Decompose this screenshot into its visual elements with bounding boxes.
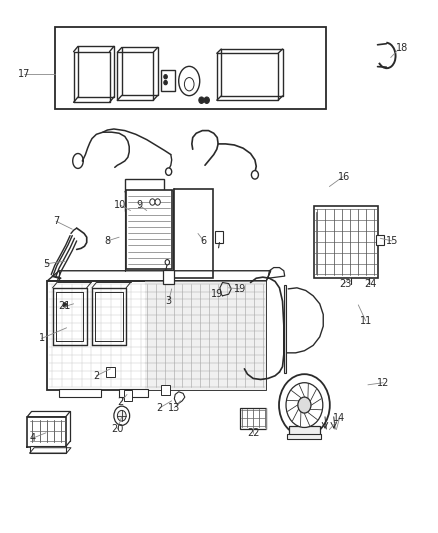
Bar xyxy=(240,408,266,429)
Text: 16: 16 xyxy=(338,172,350,182)
Bar xyxy=(126,190,172,269)
Bar xyxy=(174,189,213,278)
Bar xyxy=(145,281,266,390)
Circle shape xyxy=(166,168,172,175)
Circle shape xyxy=(279,374,330,436)
Circle shape xyxy=(199,97,204,103)
Text: 9: 9 xyxy=(136,200,142,210)
Text: 18: 18 xyxy=(396,43,408,53)
Text: 2: 2 xyxy=(157,403,163,413)
Circle shape xyxy=(155,199,160,205)
Text: 11: 11 xyxy=(360,316,372,326)
Bar xyxy=(47,281,266,390)
Circle shape xyxy=(286,383,323,427)
Bar xyxy=(289,426,320,437)
Text: 19: 19 xyxy=(211,289,223,299)
Circle shape xyxy=(117,410,126,421)
Bar xyxy=(161,70,175,91)
Text: 5: 5 xyxy=(43,259,49,269)
Text: 6: 6 xyxy=(201,236,207,246)
Text: 13: 13 xyxy=(168,403,180,413)
Text: 12: 12 xyxy=(377,378,389,387)
Text: 3: 3 xyxy=(166,296,172,306)
Ellipse shape xyxy=(184,77,194,91)
Text: 24: 24 xyxy=(364,279,376,288)
Circle shape xyxy=(63,303,67,307)
Text: 4: 4 xyxy=(30,433,36,443)
Text: 19: 19 xyxy=(234,284,246,294)
Text: 20: 20 xyxy=(111,424,124,434)
Bar xyxy=(125,179,164,211)
Bar xyxy=(215,231,223,243)
Ellipse shape xyxy=(179,66,200,96)
Text: 7: 7 xyxy=(53,216,59,226)
Bar xyxy=(161,385,170,395)
Circle shape xyxy=(251,171,258,179)
Text: 23: 23 xyxy=(339,279,351,288)
Bar xyxy=(106,367,115,377)
Bar xyxy=(119,389,148,397)
Bar xyxy=(59,389,101,397)
Text: 22: 22 xyxy=(247,428,259,438)
Bar xyxy=(376,235,384,245)
Text: 15: 15 xyxy=(386,236,398,246)
Bar xyxy=(55,27,326,109)
Bar xyxy=(314,206,378,278)
Bar xyxy=(287,434,321,439)
Bar xyxy=(284,285,286,373)
Circle shape xyxy=(150,199,155,205)
Bar xyxy=(30,446,66,453)
Text: 10: 10 xyxy=(114,200,127,210)
Text: 21: 21 xyxy=(59,302,71,311)
Circle shape xyxy=(298,397,311,413)
Circle shape xyxy=(164,80,167,85)
Text: 8: 8 xyxy=(104,236,110,246)
Bar xyxy=(124,390,132,401)
Circle shape xyxy=(114,406,130,425)
Bar xyxy=(163,270,174,284)
Text: 14: 14 xyxy=(333,414,346,423)
Text: 1: 1 xyxy=(39,334,45,343)
Circle shape xyxy=(164,75,167,79)
Text: 17: 17 xyxy=(18,69,30,78)
Text: 2: 2 xyxy=(93,371,99,381)
Circle shape xyxy=(204,97,209,103)
Circle shape xyxy=(165,260,170,265)
Bar xyxy=(316,212,317,274)
Text: 2: 2 xyxy=(117,398,124,407)
